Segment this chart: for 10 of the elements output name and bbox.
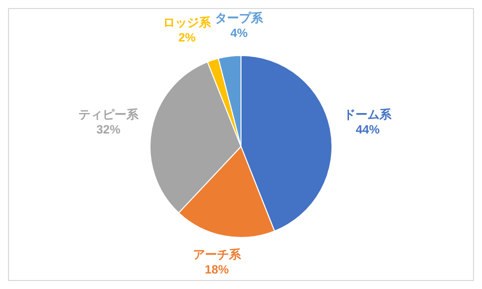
slice-label: タープ系 <box>214 10 264 25</box>
data-label: 18% <box>204 262 230 277</box>
slice-label: ロッジ系 <box>162 16 212 30</box>
slice-label: ドーム系 <box>344 107 393 122</box>
slice-label: ティピー系 <box>78 107 140 122</box>
data-label: 4% <box>230 26 248 40</box>
data-label: 32% <box>96 122 121 136</box>
slice-label: アーチ系 <box>192 248 242 262</box>
data-label: 44% <box>356 122 380 136</box>
data-label: 2% <box>178 30 196 45</box>
